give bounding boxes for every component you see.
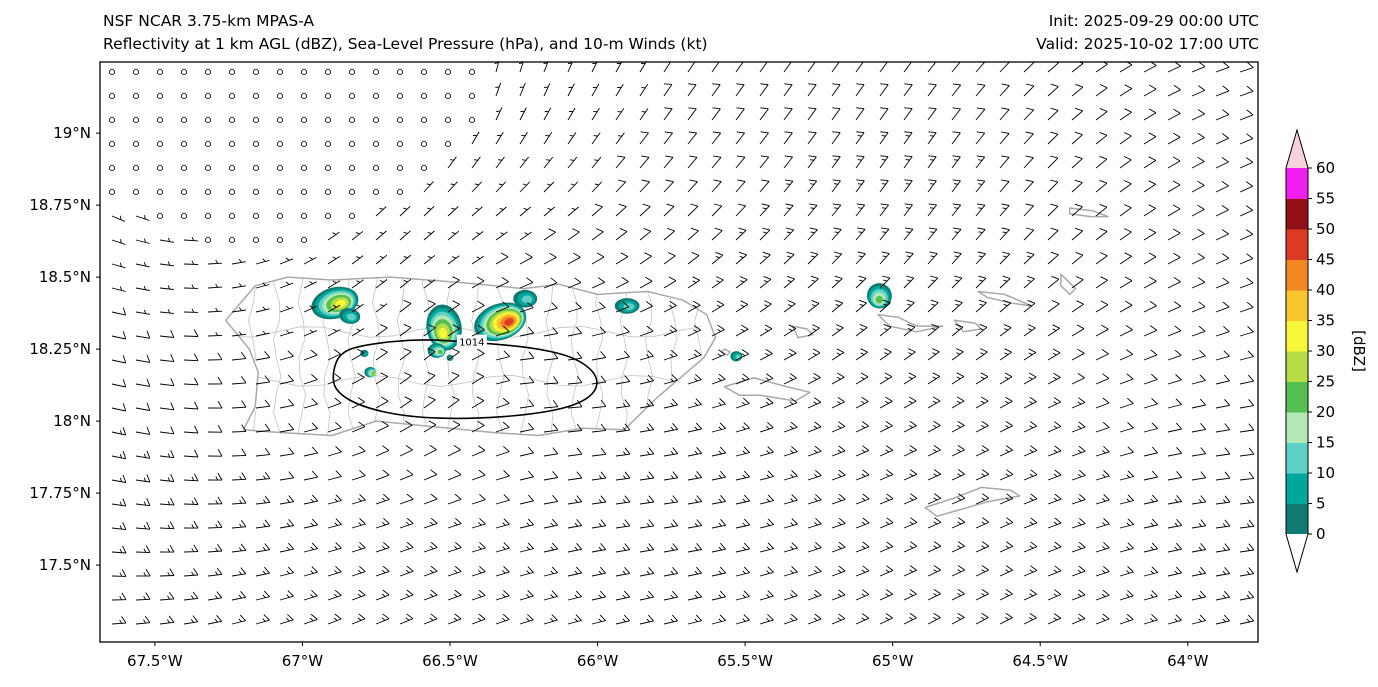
- colorbar-band: [1286, 229, 1308, 260]
- valid-time: Valid: 2025-10-02 17:00 UTC: [1036, 35, 1259, 53]
- slp-contour-label: 1014: [459, 338, 484, 349]
- init-time: Init: 2025-09-29 00:00 UTC: [1048, 12, 1259, 30]
- colorbar-tick-label: 10: [1316, 464, 1335, 482]
- slp-contour-1014: [332, 339, 598, 420]
- colorbar-tick-label: 30: [1316, 342, 1335, 360]
- reflectivity-cell: [426, 304, 462, 351]
- colorbar-band: [1286, 320, 1308, 352]
- colorbar-band: [1286, 503, 1308, 535]
- x-tick-label: 67.5°W: [127, 652, 183, 670]
- reflectivity-cell: [446, 354, 454, 361]
- x-tick-label: 66°W: [577, 652, 619, 670]
- y-tick-label: 17.5°N: [39, 556, 91, 574]
- colorbar-tick-label: 50: [1316, 220, 1335, 238]
- colorbar-tick-label: 20: [1316, 403, 1335, 421]
- coastline-tortola: [977, 290, 1033, 307]
- x-tick-label: 67°W: [282, 652, 324, 670]
- colorbar-tick-label: 35: [1316, 312, 1335, 330]
- colorbar-unit-label: [dBZ]: [1350, 330, 1368, 372]
- reflectivity-cell: [866, 283, 892, 309]
- x-tick-label: 64°W: [1167, 652, 1209, 670]
- colorbar-tick-label: 0: [1316, 525, 1326, 543]
- x-tick-label: 65°W: [872, 652, 914, 670]
- plot-border: [99, 61, 1259, 643]
- colorbar-tick-label: 40: [1316, 281, 1335, 299]
- colorbar-tick-label: 25: [1316, 373, 1335, 391]
- coastline-puerto_rico: [224, 276, 717, 437]
- reflectivity-cell: [513, 289, 538, 308]
- coastline-st_thomas: [877, 313, 944, 333]
- reflectivity-cell: [474, 302, 527, 342]
- x-tick-label: 64.5°W: [1012, 652, 1068, 670]
- coastline-palominos: [720, 348, 732, 356]
- colorbar-tick-label: 55: [1316, 190, 1335, 208]
- plot-area: 1014: [109, 62, 1255, 625]
- colorbar-tick-label: 60: [1316, 159, 1335, 177]
- y-tick-label: 18°N: [53, 412, 91, 430]
- time-block: Init: 2025-09-29 00:00 UTC Valid: 2025-1…: [1036, 10, 1259, 56]
- coastline-vieques: [723, 377, 811, 402]
- coastline-st_croix: [924, 486, 1021, 517]
- y-tick-label: 18.25°N: [29, 340, 91, 358]
- coastline-culebra: [791, 325, 814, 339]
- colorbar-tick-label: 45: [1316, 251, 1335, 269]
- x-tick-label: 66.5°W: [422, 652, 478, 670]
- x-tick-label: 65.5°W: [717, 652, 773, 670]
- reflectivity-cell: [364, 367, 377, 378]
- model-title: NSF NCAR 3.75-km MPAS-A: [103, 12, 315, 30]
- colorbar-band: [1286, 381, 1308, 413]
- title-block: NSF NCAR 3.75-km MPAS-A Reflectivity at …: [103, 10, 708, 56]
- fields-title: Reflectivity at 1 km AGL (dBZ), Sea-Leve…: [103, 35, 708, 53]
- colorbar-band: [1286, 442, 1308, 474]
- colorbar-under-arrow: [1286, 534, 1308, 572]
- y-tick-label: 19°N: [53, 124, 91, 142]
- coastline-st_john: [953, 319, 982, 333]
- coastline-virgin_gorda: [1060, 273, 1077, 296]
- coastline-anegada: [1068, 207, 1109, 218]
- y-tick-label: 18.75°N: [29, 196, 91, 214]
- colorbar: 0 5 10 15 20 25 30 35 40 45 50 55 60 [dBZ]: [1285, 128, 1368, 574]
- y-tick-label: 18.5°N: [39, 268, 91, 286]
- colorbar-band: [1286, 290, 1308, 321]
- colorbar-band: [1286, 198, 1308, 230]
- colorbar-over-arrow: [1286, 130, 1308, 168]
- colorbar-tick-label: 5: [1316, 495, 1326, 513]
- colorbar-band: [1286, 168, 1308, 199]
- slp-label-halo: [456, 334, 487, 349]
- axes: 67.5°W 67°W 66.5°W 66°W 65.5°W 65°W 64.5°W 64°W…: [29, 61, 1259, 670]
- reflectivity-cells: [311, 283, 892, 378]
- y-tick-label: 17.75°N: [29, 484, 91, 502]
- colorbar-band: [1286, 351, 1308, 382]
- colorbar-tick-label: 15: [1316, 434, 1335, 452]
- colorbar-band: [1286, 473, 1308, 504]
- wind-barbs-layer: [109, 62, 1255, 625]
- reflectivity-cell: [360, 349, 369, 357]
- colorbar-band: [1286, 412, 1308, 443]
- colorbar-band: [1286, 259, 1308, 291]
- reflectivity-cell: [339, 308, 361, 324]
